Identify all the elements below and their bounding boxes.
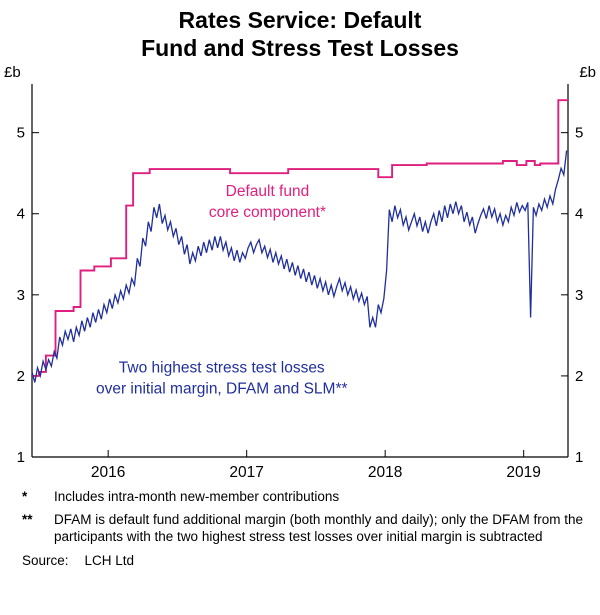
- y-tick-label-left: 3: [17, 287, 25, 304]
- x-tick-label: 2019: [506, 464, 540, 481]
- annotation-1-line-0: Two highest stress test losses: [119, 360, 325, 377]
- source-line: Source: LCH Ltd: [0, 551, 600, 568]
- y-tick-label-left: 1: [17, 449, 25, 466]
- source-label: Source:: [22, 552, 69, 568]
- x-tick-label: 2017: [229, 464, 263, 481]
- y-tick-label-right: 1: [575, 449, 583, 466]
- y-unit-left: £b: [4, 64, 21, 81]
- footnote-1-text: Includes intra-month new-member contribu…: [54, 489, 340, 505]
- annotation-0-line-0: Default fund: [226, 183, 310, 200]
- footnote-1: * Includes intra-month new-member contri…: [22, 488, 586, 506]
- series-default-fund-core-component: [32, 99, 568, 378]
- y-tick-label-right: 4: [575, 206, 583, 223]
- footnote-1-marker: *: [22, 489, 28, 505]
- y-unit-right: £b: [579, 64, 596, 81]
- y-tick-label-right: 2: [575, 368, 583, 385]
- annotation-0-line-1: core component*: [209, 204, 326, 221]
- y-tick-label-right: 5: [575, 125, 583, 142]
- x-tick-label: 2016: [91, 464, 125, 481]
- page-title: Rates Service: Default Fund and Stress T…: [0, 0, 600, 62]
- footnotes: * Includes intra-month new-member contri…: [0, 486, 600, 546]
- annotation-1-line-1: over initial margin, DFAM and SLM**: [96, 381, 348, 398]
- x-tick-label: 2018: [368, 464, 402, 481]
- y-tick-label-left: 5: [17, 125, 25, 142]
- footnote-2: ** DFAM is default fund additional margi…: [22, 511, 586, 546]
- chart-area: £b £b 1 1 2 2 3 3 4 4 5 5 2016 2017 2018 2019 Default fu…: [0, 62, 600, 486]
- source-value: LCH Ltd: [84, 552, 135, 568]
- y-tick-label-right: 3: [575, 287, 583, 304]
- title-line-2: Fund and Stress Test Losses: [141, 34, 459, 61]
- footnote-2-marker: **: [22, 511, 33, 527]
- y-tick-label-left: 4: [17, 206, 25, 223]
- title-line-1: Rates Service: Default: [178, 7, 422, 33]
- footnote-2-text: DFAM is default fund additional margin (…: [54, 511, 584, 545]
- series-stress-test-losses: [31, 150, 568, 383]
- y-tick-label-left: 2: [17, 368, 25, 385]
- chart-svg: £b £b 1 1 2 2 3 3 4 4 5 5 2016 2017 2018 2019 Default fu…: [4, 64, 596, 481]
